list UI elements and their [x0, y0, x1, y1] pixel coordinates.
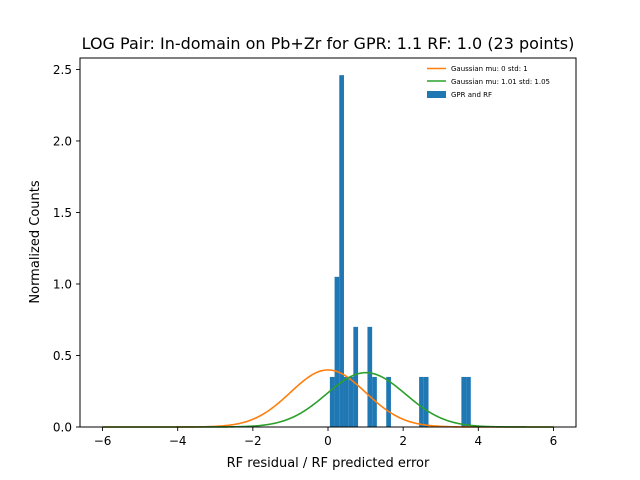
legend-label-gaussian-1: Gaussian mu: 1.01 std: 1.05 [451, 78, 550, 86]
y-tick-label: 2.5 [53, 63, 72, 77]
y-tick-label: 2.0 [53, 134, 72, 148]
histogram-bar-7 [372, 376, 377, 427]
histogram-bar-4 [348, 376, 354, 427]
histogram-bar-1 [334, 276, 340, 427]
histogram-bar-8 [386, 376, 391, 427]
x-tick-label: −6 [94, 434, 112, 448]
y-tick-label: 1.5 [53, 206, 72, 220]
y-axis-label: Normalized Counts [28, 180, 43, 303]
histogram-bars [329, 75, 471, 427]
histogram-bar-11 [461, 376, 467, 427]
y-tick-label: 1.0 [53, 277, 72, 291]
histogram-bar-2 [339, 75, 344, 427]
x-tick-label: −2 [244, 434, 262, 448]
legend-label-histogram: GPR and RF [451, 91, 492, 99]
legend-label-gaussian-0: Gaussian mu: 0 std: 1 [451, 65, 528, 73]
x-tick-label: 4 [474, 434, 482, 448]
legend-swatch-histogram [427, 91, 446, 98]
histogram-bar-5 [353, 326, 359, 427]
x-tick-label: 0 [324, 434, 332, 448]
chart-title: LOG Pair: In-domain on Pb+Zr for GPR: 1.… [82, 34, 575, 53]
y-tick-label: 0.0 [53, 421, 72, 435]
x-tick-label: 2 [399, 434, 407, 448]
x-tick-label: −4 [169, 434, 187, 448]
histogram-bar-12 [466, 376, 471, 427]
legend: Gaussian mu: 0 std: 1 Gaussian mu: 1.01 … [427, 65, 550, 99]
histogram-bar-0 [329, 376, 335, 427]
histogram-bar-10 [423, 376, 429, 427]
x-axis-label: RF residual / RF predicted error [227, 456, 430, 471]
histogram-bar-6 [367, 326, 373, 427]
x-tick-label: 6 [550, 434, 558, 448]
histogram-bar-3 [343, 376, 349, 427]
y-axis-ticks: 0.0 0.5 1.0 1.5 2.0 2.5 [53, 63, 80, 435]
x-axis-ticks: −6 −4 −2 0 2 4 6 [94, 427, 558, 448]
y-tick-label: 0.5 [53, 349, 72, 363]
histogram-bar-9 [419, 376, 424, 427]
